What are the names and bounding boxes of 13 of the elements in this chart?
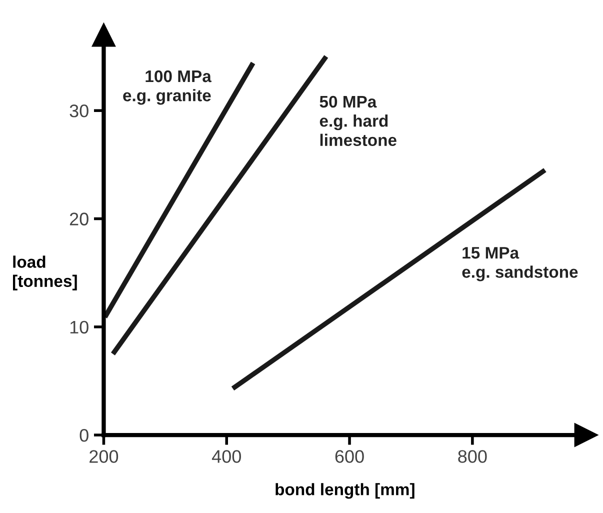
series-label: 15 MPa e.g. sandstone [462, 247, 578, 282]
x-axis-title: bond length [mm] [276, 483, 414, 499]
y-tick-label: 20 [70, 212, 88, 226]
y-tick-label: 0 [80, 428, 88, 442]
series-label: 50 MPa e.g. hard limestone [320, 96, 396, 146]
x-tick-label: 800 [458, 450, 487, 463]
x-tick-label: 200 [90, 450, 118, 463]
y-tick-label: 10 [70, 320, 88, 334]
y-axis-title: load [tonnes] [12, 256, 77, 290]
series-label: 100 MPa e.g. granite [123, 70, 212, 105]
x-tick-label: 400 [212, 450, 241, 463]
x-tick-label: 600 [335, 450, 364, 463]
y-tick-label: 30 [70, 104, 88, 118]
